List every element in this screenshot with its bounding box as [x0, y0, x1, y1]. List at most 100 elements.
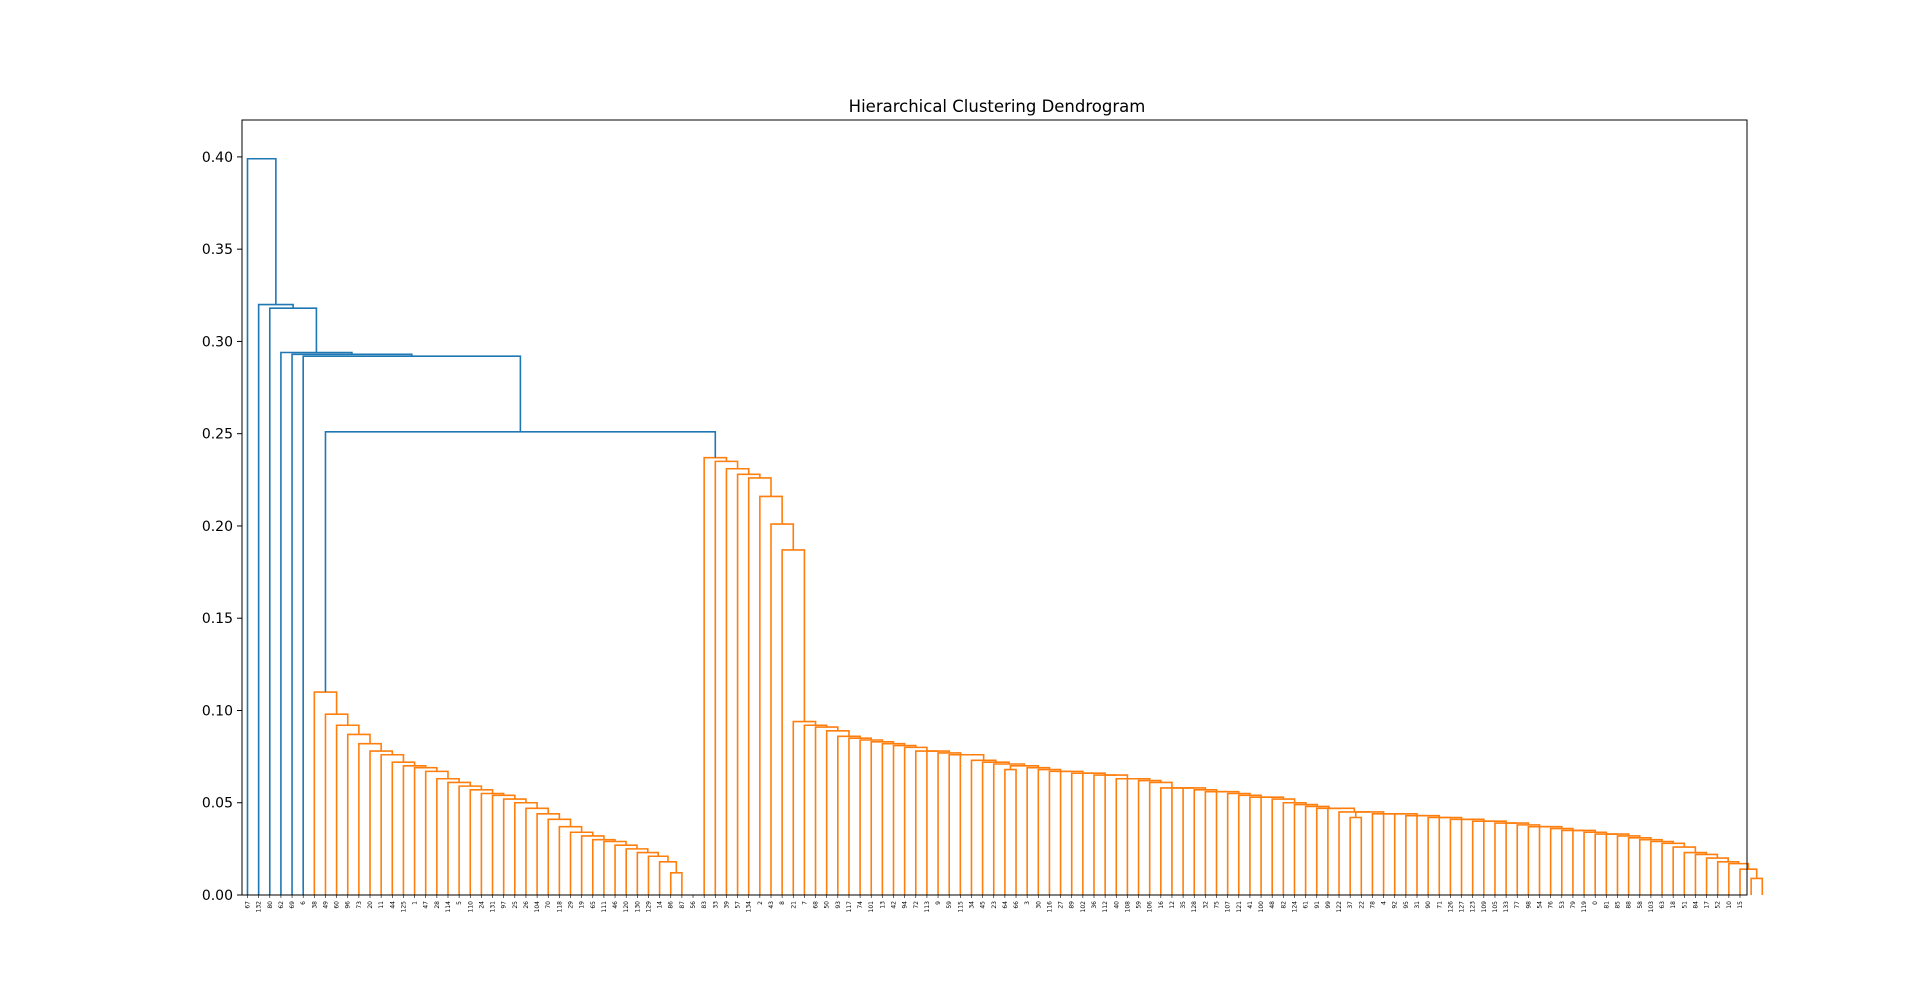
leaf-label: 115 [957, 901, 964, 913]
leaf-label: 108 [1124, 901, 1131, 913]
leaf-label: 90 [1425, 901, 1432, 909]
dendrogram-link [1215, 790, 1240, 895]
leaf-label: 99 [1325, 901, 1332, 909]
leaf-label: 91 [1314, 901, 1321, 909]
y-axis: 0.00 0.05 0.10 0.15 0.20 0.25 0.30 0.35 0.40 [202, 150, 242, 904]
leaf-label: 96 [345, 901, 352, 909]
leaf-label: 116 [1046, 901, 1053, 913]
dendrogram-link [1160, 787, 1184, 895]
leaf-label: 93 [835, 901, 842, 909]
y-tick-label: 0.15 [202, 611, 233, 627]
leaf-label: 58 [1637, 901, 1644, 909]
y-tick-label: 0.05 [202, 796, 233, 812]
leaf-label: 126 [1447, 901, 1454, 913]
leaf-label: 127 [1459, 901, 1466, 913]
leaf-label: 107 [1225, 901, 1232, 913]
leaf-label: 39 [723, 901, 730, 909]
leaf-label: 20 [367, 901, 374, 909]
leaf-label: 75 [1214, 901, 1221, 909]
leaf-label: 23 [991, 901, 998, 909]
leaf-label: 24 [478, 901, 485, 909]
leaf-label: 124 [1291, 901, 1298, 913]
leaf-label: 69 [289, 901, 296, 909]
leaf-label: 65 [590, 901, 597, 909]
leaf-label: 87 [679, 901, 686, 909]
leaf-label: 46 [612, 901, 619, 909]
leaf-label: 104 [534, 901, 541, 913]
leaf-label: 43 [768, 901, 775, 909]
dendrogram-link [1594, 833, 1618, 895]
leaf-label: 101 [868, 901, 875, 913]
leaf-label: 18 [1670, 901, 1677, 909]
dendrogram-link [992, 763, 1026, 895]
dendrogram-link [1427, 816, 1451, 895]
leaf-label: 53 [1559, 901, 1566, 909]
leaf-label: 119 [1581, 901, 1588, 913]
dendrogram-link [1449, 818, 1473, 895]
dendrogram-links [246, 157, 1764, 895]
leaf-label: 34 [968, 901, 975, 909]
dendrogram-link [914, 750, 939, 895]
leaf-label: 106 [1147, 901, 1154, 913]
leaf-label: 26 [523, 901, 530, 909]
y-tick-label: 0.25 [202, 427, 233, 443]
leaf-label: 102 [1080, 901, 1087, 913]
dendrogram-link [1004, 768, 1017, 895]
leaf-label: 114 [445, 901, 452, 913]
leaf-label: 84 [1692, 901, 1699, 909]
leaf-label: 60 [334, 901, 341, 909]
dendrogram-link [268, 307, 318, 895]
leaf-label: 42 [891, 901, 898, 909]
leaf-label: 4 [1381, 901, 1388, 905]
leaf-label: 40 [1113, 901, 1120, 909]
leaf-label: 56 [690, 901, 697, 909]
dendrogram-link [1371, 813, 1395, 895]
leaf-label: 97 [501, 901, 508, 909]
dendrogram-link [658, 860, 678, 895]
leaf-label: 74 [857, 901, 864, 909]
leaf-label: 30 [1035, 901, 1042, 909]
dendrogram-link [1494, 822, 1518, 895]
dendrogram-link [970, 759, 997, 895]
leaf-label: 89 [1069, 901, 1076, 909]
y-tick-label: 0.40 [202, 150, 233, 166]
leaf-label: 67 [245, 901, 252, 909]
leaf-label: 25 [512, 901, 519, 909]
leaf-label: 64 [1002, 901, 1009, 909]
leaf-label: 45 [980, 901, 987, 909]
leaf-label: 120 [623, 901, 630, 913]
leaf-label: 79 [1570, 901, 1577, 909]
leaf-label: 12 [1169, 901, 1176, 909]
dendrogram-link [669, 872, 683, 895]
leaf-label: 68 [813, 901, 820, 909]
dendrogram-link [1728, 862, 1750, 895]
leaf-label: 17 [1704, 901, 1711, 909]
leaf-label: 35 [1180, 901, 1187, 909]
leaf-label: 85 [1614, 901, 1621, 909]
leaf-label: 10 [1726, 901, 1733, 909]
leaf-label: 92 [1392, 901, 1399, 909]
leaf-label: 19 [579, 901, 586, 909]
leaf-label: 77 [1514, 901, 1521, 909]
leaf-label: 78 [1369, 901, 1376, 909]
dendrogram-link [1560, 829, 1585, 895]
leaf-label: 81 [1603, 901, 1610, 909]
chart-title: Hierarchical Clustering Dendrogram [849, 97, 1146, 116]
dendrogram-link [1750, 877, 1764, 895]
leaf-label: 71 [1436, 901, 1443, 909]
dendrogram-link [1354, 811, 1385, 818]
leaf-label: 88 [1626, 901, 1633, 909]
dendrogram-link [1315, 807, 1342, 895]
leaf-label: 113 [924, 901, 931, 913]
leaf-label: 7 [801, 901, 808, 905]
leaf-label: 125 [400, 901, 407, 913]
leaf-label: 59 [1136, 901, 1143, 909]
leaf-label: 15 [1737, 901, 1744, 909]
leaf-label: 14 [657, 901, 664, 909]
leaf-label: 0 [1592, 901, 1599, 905]
dendrogram-link [1070, 772, 1094, 895]
leaf-label: 33 [712, 901, 719, 909]
leaf-label: 73 [356, 901, 363, 909]
leaf-label: 61 [1303, 901, 1310, 909]
